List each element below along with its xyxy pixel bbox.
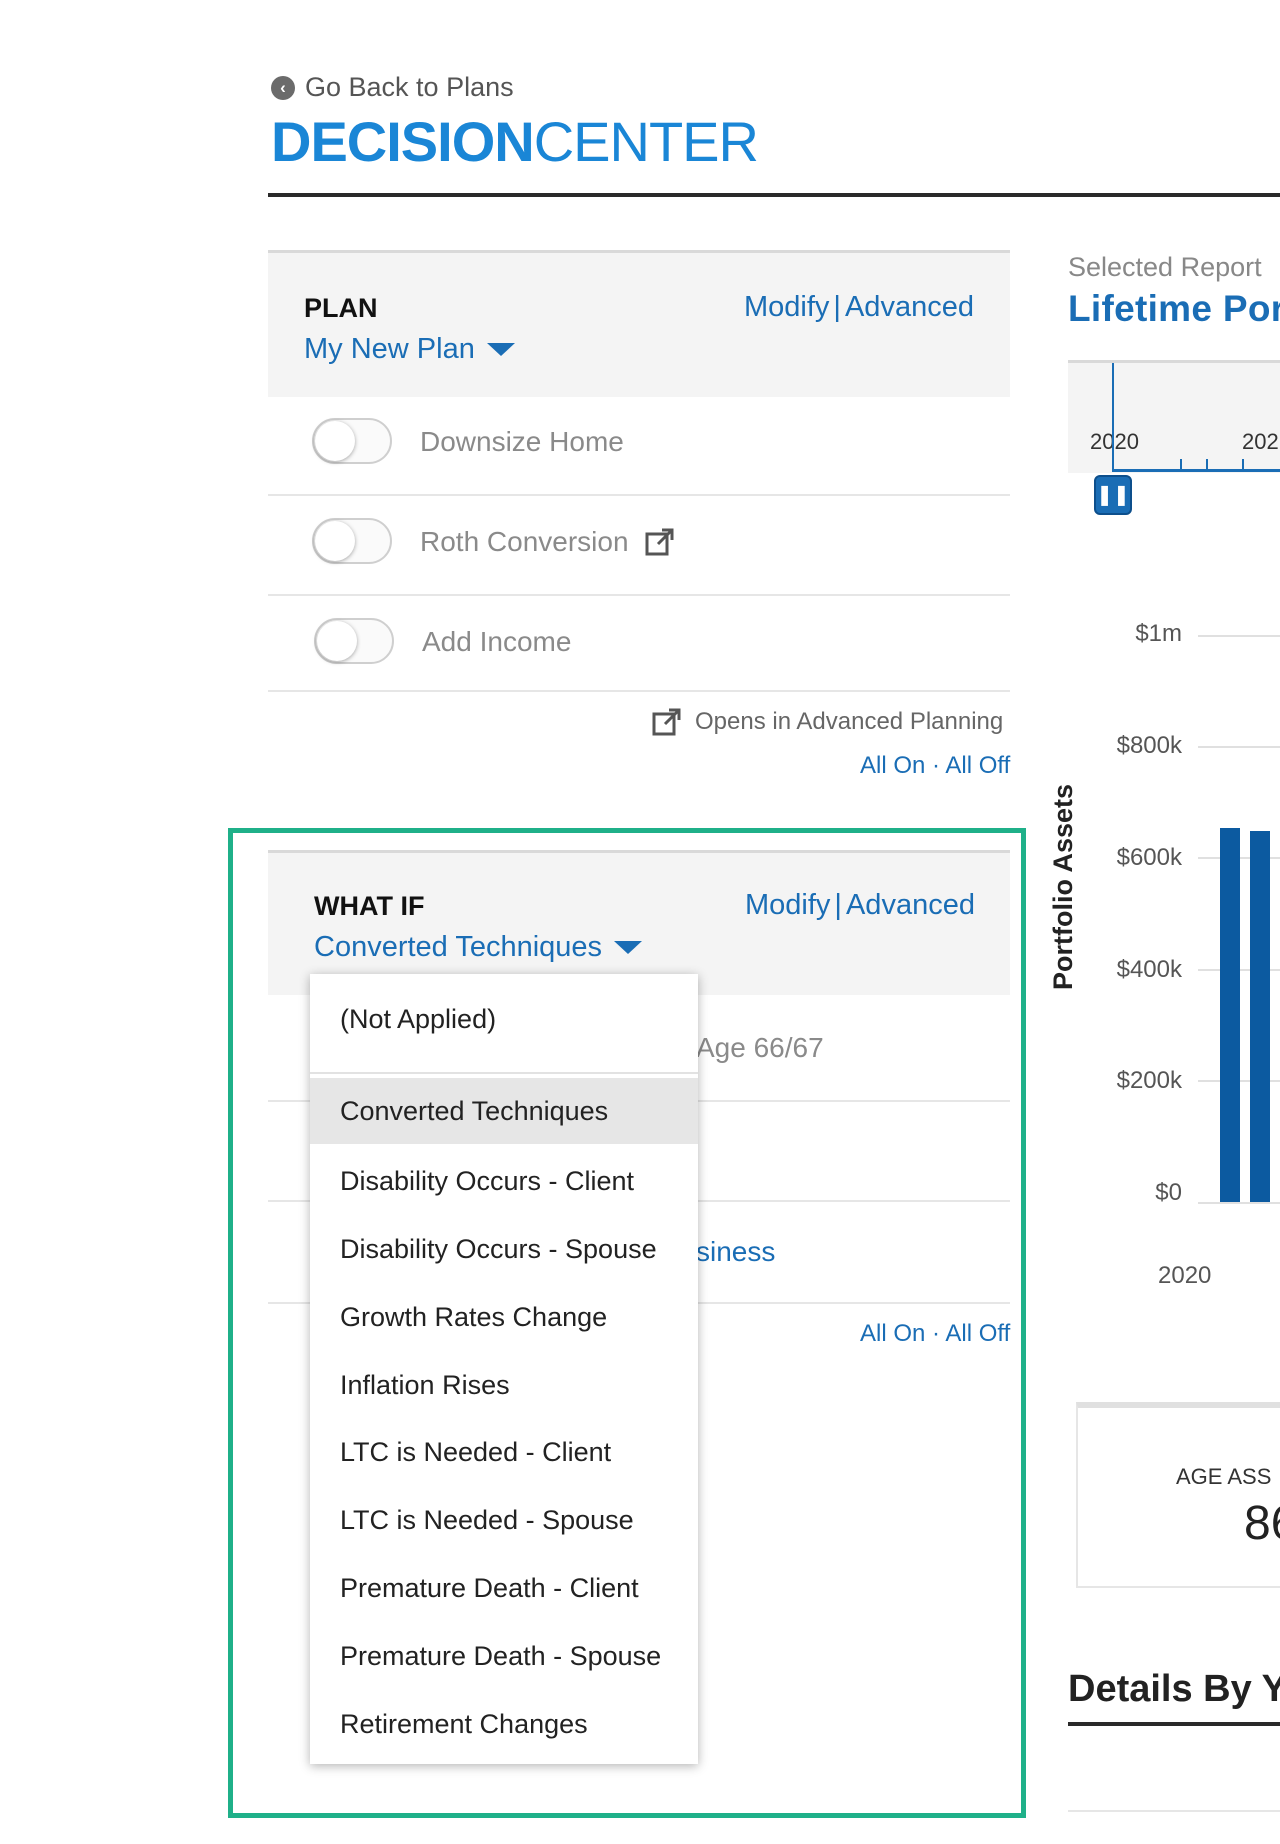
plan-all-on-link[interactable]: All On bbox=[860, 752, 926, 779]
chart-bar[interactable] bbox=[1220, 827, 1240, 1202]
report-title[interactable]: Lifetime Port bbox=[1068, 288, 1280, 329]
decision-center-logo: DECISIONCENTER bbox=[271, 114, 759, 170]
age-assets-value: 86 bbox=[1244, 1497, 1280, 1550]
external-link-icon bbox=[645, 528, 674, 556]
details-by-year-title: Details By Ye bbox=[1068, 1668, 1280, 1710]
dropdown-option-converted-techniques[interactable]: Converted Techniques bbox=[310, 1078, 698, 1144]
y-tick-label: $1m bbox=[1135, 620, 1182, 647]
dropdown-option-disability-client[interactable]: Disability Occurs - Client bbox=[340, 1166, 635, 1196]
x-tick-label: 2020 bbox=[1158, 1262, 1212, 1289]
back-to-plans-label: Go Back to Plans bbox=[305, 72, 514, 102]
chart-bar[interactable] bbox=[1250, 830, 1270, 1202]
back-to-plans-link[interactable]: ‹ Go Back to Plans bbox=[271, 72, 514, 103]
dropdown-option-growth-rates[interactable]: Growth Rates Change bbox=[340, 1302, 608, 1332]
whatif-row-3-label[interactable]: siness bbox=[696, 1236, 776, 1267]
roth-conversion-toggle[interactable] bbox=[312, 518, 392, 564]
gridline bbox=[1198, 635, 1280, 637]
whatif-links-separator: | bbox=[834, 889, 842, 921]
dropdown-option-death-spouse[interactable]: Premature Death - Spouse bbox=[340, 1641, 662, 1671]
highlight-box bbox=[228, 828, 1026, 1818]
y-tick-label: $0 bbox=[1155, 1179, 1182, 1206]
age-assets-label: AGE ASS bbox=[1176, 1464, 1272, 1489]
whatif-modify-link[interactable]: Modify bbox=[745, 889, 831, 921]
whatif-advanced-link[interactable]: Advanced bbox=[845, 889, 975, 921]
timeline-tick bbox=[1180, 459, 1182, 471]
dropdown-option-inflation[interactable]: Inflation Rises bbox=[340, 1370, 510, 1400]
y-tick-label: $800k bbox=[1116, 732, 1182, 759]
whatif-select[interactable]: Converted Techniques bbox=[314, 931, 643, 964]
dropdown-option-disability-spouse[interactable]: Disability Occurs - Spouse bbox=[340, 1234, 657, 1264]
plan-item-downsize-home: Downsize Home bbox=[268, 396, 1010, 496]
plan-item-roth-conversion: Roth Conversion bbox=[268, 496, 1010, 596]
plan-item-add-income: Add Income bbox=[268, 596, 1010, 692]
whatif-panel-title: WHAT IF bbox=[314, 891, 425, 921]
plan-links-separator: | bbox=[833, 291, 841, 323]
whatif-all-on-link[interactable]: All On bbox=[860, 1320, 926, 1347]
details-row-divider bbox=[1068, 1810, 1280, 1812]
advanced-planning-note: Opens in Advanced Planning bbox=[651, 706, 1003, 738]
selected-report-label: Selected Report bbox=[1068, 252, 1262, 282]
dropdown-option-ltc-client[interactable]: LTC is Needed - Client bbox=[340, 1437, 612, 1467]
dropdown-option-ltc-spouse[interactable]: LTC is Needed - Spouse bbox=[340, 1505, 634, 1535]
y-tick-label: $400k bbox=[1116, 956, 1182, 983]
pause-icon[interactable]: ❚❚ bbox=[1094, 475, 1132, 515]
plan-all-off-link[interactable]: All Off bbox=[945, 752, 1011, 779]
brand-bold: DECISION bbox=[271, 110, 535, 173]
brand-light: CENTER bbox=[533, 110, 759, 173]
whatif-all-dot: · bbox=[932, 1320, 941, 1347]
plan-advanced-link[interactable]: Advanced bbox=[844, 291, 974, 323]
dropdown-option-death-client[interactable]: Premature Death - Client bbox=[340, 1573, 639, 1603]
dropdown-divider bbox=[310, 1072, 698, 1074]
plan-all-dot: · bbox=[932, 752, 941, 779]
dropdown-option-retirement-changes[interactable]: Retirement Changes bbox=[340, 1709, 588, 1739]
whatif-header-links: Modify | Advanced bbox=[745, 889, 975, 922]
whatif-dropdown-menu: (Not Applied) Converted Techniques Disab… bbox=[310, 974, 698, 1764]
details-divider bbox=[1068, 1722, 1280, 1726]
timeline-year-2: 202 bbox=[1242, 429, 1279, 454]
plan-panel-title: PLAN bbox=[304, 293, 378, 323]
whatif-select-value: Converted Techniques bbox=[314, 931, 603, 963]
downsize-home-label: Downsize Home bbox=[420, 426, 624, 457]
timeline-axis bbox=[1112, 469, 1280, 472]
external-link-icon bbox=[652, 708, 681, 736]
dropdown-option-not-applied[interactable]: (Not Applied) bbox=[340, 1004, 497, 1034]
plan-select-value: My New Plan bbox=[304, 333, 475, 365]
roth-conversion-label: Roth Conversion bbox=[420, 526, 629, 557]
header-divider bbox=[268, 193, 1280, 197]
add-income-toggle[interactable] bbox=[314, 618, 394, 664]
y-tick-label: $600k bbox=[1116, 844, 1182, 871]
add-income-label: Add Income bbox=[422, 626, 572, 657]
gridline bbox=[1198, 746, 1280, 748]
timeline-year-1: 2020 bbox=[1090, 429, 1139, 454]
advanced-planning-note-text: Opens in Advanced Planning bbox=[695, 708, 1004, 735]
timeline-tick bbox=[1206, 459, 1208, 471]
plan-all-toggle-links: All On · All Off bbox=[860, 752, 1010, 780]
timeline-tick bbox=[1242, 459, 1244, 471]
timeline-cursor-line bbox=[1112, 363, 1114, 471]
arrow-left-circle-icon: ‹ bbox=[271, 75, 295, 100]
plan-header-links: Modify | Advanced bbox=[744, 291, 974, 324]
plan-select[interactable]: My New Plan bbox=[304, 333, 515, 366]
caret-down-icon bbox=[614, 941, 643, 954]
whatif-row-1-label: Age 66/67 bbox=[696, 1032, 824, 1063]
whatif-all-off-link[interactable]: All Off bbox=[945, 1320, 1011, 1347]
timeline-slider[interactable]: 2020 202 ❚❚ bbox=[1068, 360, 1280, 515]
whatif-all-toggle-links: All On · All Off bbox=[860, 1320, 1010, 1348]
x-axis-line bbox=[1198, 1202, 1280, 1204]
caret-down-icon bbox=[486, 343, 515, 356]
plan-panel-header: PLAN My New Plan Modify | Advanced bbox=[268, 250, 1010, 397]
whatif-panel-header: WHAT IF Converted Techniques Modify | Adva… bbox=[268, 850, 1010, 995]
downsize-home-toggle[interactable] bbox=[312, 418, 392, 464]
y-tick-label: $200k bbox=[1116, 1067, 1182, 1094]
age-assets-card: AGE ASS 86 bbox=[1076, 1402, 1280, 1588]
plan-modify-link[interactable]: Modify bbox=[744, 291, 830, 323]
